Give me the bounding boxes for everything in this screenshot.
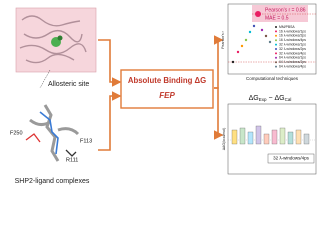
residue-label: F113 — [80, 138, 92, 144]
legend-marker — [275, 52, 277, 55]
title-part: Exp — [259, 97, 267, 102]
legend-marker — [275, 26, 277, 28]
legend-entry: 64 λ-windows/4ps — [279, 64, 306, 68]
legend-marker — [275, 34, 277, 37]
legend-entry: MM/PBSA — [279, 25, 295, 29]
legend-marker — [275, 30, 277, 33]
title-part: ΔG — [249, 95, 259, 102]
scatter-panel — [227, 3, 317, 75]
arrows — [98, 35, 224, 151]
legend-entry: 32 λ-windows/4ps — [279, 51, 306, 55]
legend-marker — [275, 61, 277, 64]
residue-label: R111 — [66, 157, 78, 163]
protein-panel — [15, 7, 97, 89]
label: SHP2-ligand complexes — [15, 178, 90, 185]
center-box — [120, 69, 214, 109]
legend-entry: 16 λ-windows/4ps — [279, 38, 306, 42]
stat: Pearson's r = 0.86 — [265, 7, 306, 13]
legend-marker — [275, 65, 277, 68]
highlight-label: 32 λ-windows/4ps — [273, 156, 310, 161]
stat: MAE = 0.5 — [265, 15, 289, 21]
title-part: Cal — [285, 97, 292, 102]
boxplot-panel — [227, 103, 317, 175]
axis-label: Computational techniques — [246, 76, 299, 81]
center-title: Absolute Binding ΔG — [128, 76, 206, 85]
ligand-panel — [25, 104, 80, 162]
center-subtitle: FEP — [159, 91, 175, 100]
label: Allosteric site — [48, 81, 89, 88]
legend-marker — [275, 56, 277, 59]
axis-label: Pearson's r — [221, 30, 225, 48]
legend-marker — [275, 39, 277, 42]
axis-label: ΔΔG(kcal/mol) — [222, 128, 226, 151]
legend-marker — [275, 48, 277, 50]
page: { "left_top": {"label": "Allosteric site… — [10, 3, 317, 185]
graphical-abstract: Allosteric site F250 F113 R111 SHP2-liga… — [10, 3, 317, 185]
title-part: − ΔG — [267, 95, 285, 102]
panel-title: ΔGExp − ΔGCal — [249, 95, 292, 102]
legend-entry: 16 λ-windows/1ps — [279, 29, 306, 33]
legend-entry: 32 λ-windows/1ps — [279, 42, 306, 46]
residue-label: F250 — [10, 130, 23, 136]
legend-marker — [275, 43, 277, 46]
legend-entry: 32 λ-windows/2ps — [279, 47, 306, 51]
legend-entry: 64 λ-windows/2ps — [279, 60, 306, 64]
legend-entry: 64 λ-windows/1ps — [279, 56, 306, 60]
legend-entry: 16 λ-windows/2ps — [279, 34, 306, 38]
